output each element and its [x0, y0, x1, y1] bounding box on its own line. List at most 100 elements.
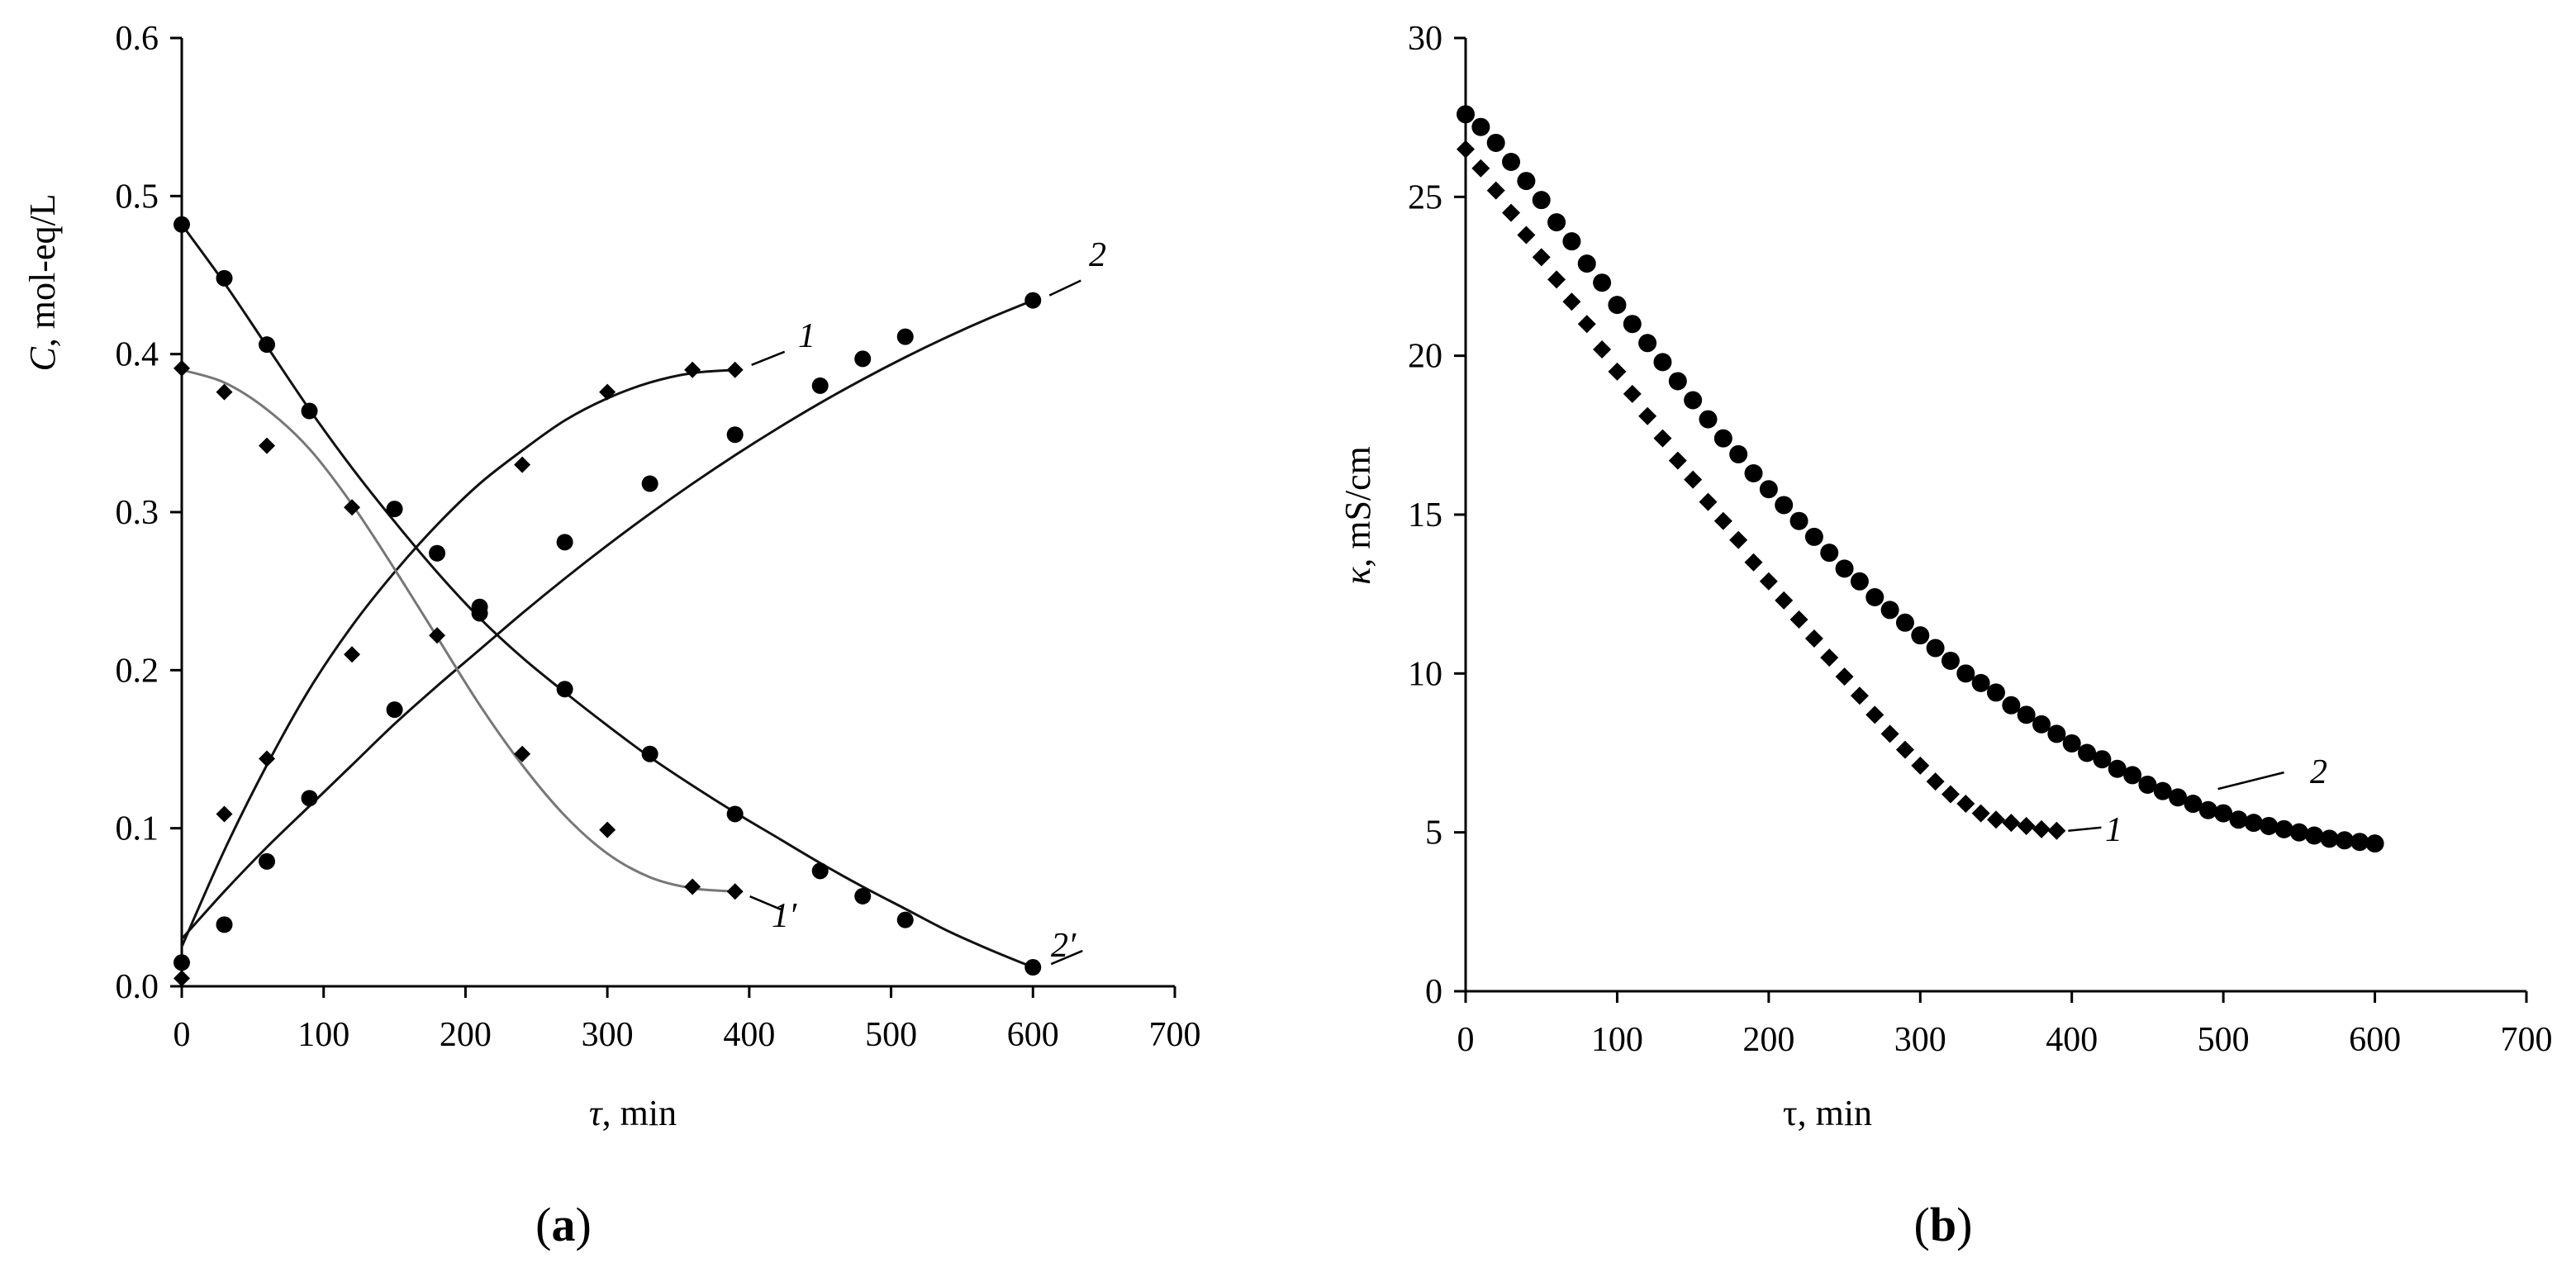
data-point-2: [2274, 819, 2293, 838]
data-point-1: [1653, 429, 1672, 448]
data-point-2p: [259, 336, 276, 354]
fit-curve-1p: [181, 368, 735, 893]
x-tick-label: 100: [297, 1016, 349, 1054]
panel-a-xlabel: τ, min: [589, 1093, 677, 1133]
data-point-1: [344, 646, 361, 663]
y-tick-label: 0.6: [116, 20, 159, 58]
data-point-2: [1820, 544, 1839, 563]
data-point-2: [2260, 816, 2279, 835]
curve-label-leader: [2068, 826, 2102, 832]
data-point-1: [1608, 362, 1627, 381]
data-point-2p: [173, 216, 190, 233]
data-point-1: [2032, 819, 2051, 838]
data-point-2: [2244, 814, 2263, 833]
curve-label-2: 2: [2310, 753, 2327, 791]
data-point-2p: [556, 681, 573, 698]
data-point-1p: [216, 383, 233, 401]
x-tick-label: 600: [1007, 1016, 1059, 1054]
data-point-1: [1457, 140, 1475, 159]
data-point-1: [2017, 816, 2036, 835]
data-point-2: [1775, 496, 1794, 515]
data-point-2: [1880, 601, 1899, 620]
y-tick-label: 0.3: [116, 494, 159, 532]
curve-label-leader: [2217, 771, 2284, 791]
data-point-2: [2289, 823, 2308, 842]
data-point-2: [1668, 372, 1687, 391]
data-point-2: [259, 852, 276, 870]
data-point-1: [1971, 804, 1990, 823]
data-point-2: [2365, 834, 2384, 853]
panel-b-chart: κ, mS/cm τ, min 0 100 200 300 400 500 600 700 0 5…: [1338, 20, 2553, 1133]
curve-label-leader: [749, 895, 782, 911]
data-point-1: [1865, 705, 1884, 724]
data-point-1: [1804, 629, 1823, 648]
curve-label-1: 1: [798, 317, 815, 355]
data-point-2: [173, 954, 190, 971]
data-point-2: [2169, 788, 2188, 807]
data-point-2: [1562, 232, 1581, 251]
data-point-2: [1744, 463, 1763, 482]
y-tick-label: 0.2: [116, 652, 159, 690]
data-point-1: [1638, 406, 1657, 425]
data-point-1: [1486, 181, 1505, 200]
data-point-1: [1471, 159, 1490, 178]
panel-a-chart: C, mol-eq/L τ, min 0 100 200 300 400 500 600 70…: [22, 20, 1201, 1133]
data-point-2: [1638, 334, 1657, 353]
data-point-2: [2198, 800, 2217, 819]
data-point-1: [1502, 203, 1521, 222]
y-tick-label: 20: [1408, 338, 1442, 376]
data-point-2: [1911, 626, 1930, 645]
y-tick-label: 0.0: [116, 968, 159, 1006]
data-point-2: [2032, 715, 2051, 734]
data-point-1: [1623, 384, 1642, 403]
data-point-2: [2229, 810, 2248, 829]
data-point-1: [1562, 292, 1581, 311]
data-point-1: [173, 970, 190, 987]
data-point-2: [726, 426, 744, 444]
data-point-2: [1577, 254, 1596, 273]
data-point-1: [1789, 610, 1808, 629]
x-tick-label: 400: [2046, 1021, 2098, 1059]
curve-label-leader: [1050, 949, 1083, 966]
y-tick-label: 30: [1408, 20, 1442, 58]
data-point-1: [1759, 572, 1778, 591]
data-point-1: [1532, 248, 1551, 267]
panel-a-data-points: [173, 216, 1042, 987]
x-tick-label: 100: [1591, 1021, 1643, 1059]
panel-a-ylabel: C, mol-eq/L: [22, 193, 63, 371]
data-point-1: [1835, 667, 1854, 686]
data-point-1: [2047, 821, 2066, 840]
y-tick-label: 25: [1408, 178, 1442, 216]
data-point-2: [1987, 683, 2005, 702]
data-point-1: [684, 361, 701, 378]
panel-b-curve-labels: 12: [2068, 753, 2327, 849]
data-point-1: [1941, 785, 1960, 804]
panel-b-caption: (b): [1914, 1198, 1973, 1251]
data-point-2p: [429, 544, 446, 562]
x-tick-label: 700: [2501, 1021, 2553, 1059]
data-point-2: [896, 328, 914, 345]
data-point-2: [1471, 117, 1490, 136]
data-point-2: [1865, 588, 1884, 607]
data-point-1p: [429, 627, 446, 644]
data-point-2: [1684, 391, 1703, 410]
data-point-2p: [216, 269, 233, 287]
data-point-2p: [1024, 959, 1042, 976]
data-point-1: [514, 456, 531, 473]
data-point-1: [1926, 772, 1945, 791]
data-point-2: [386, 701, 403, 719]
y-tick-label: 0.5: [116, 178, 159, 216]
data-point-2: [216, 916, 233, 933]
panel-b-xlabel: τ, min: [1783, 1093, 1872, 1133]
fit-curve-1: [180, 368, 735, 947]
data-point-2: [2108, 759, 2127, 778]
curve-label-1p: 1′: [772, 897, 797, 935]
data-point-1: [216, 805, 233, 823]
data-point-2: [1926, 639, 1945, 658]
x-tick-label: 600: [2349, 1021, 2401, 1059]
panel-a-caption: (a): [535, 1198, 592, 1251]
data-point-1p: [514, 745, 531, 762]
x-tick-label: 200: [440, 1016, 492, 1054]
data-point-1: [726, 361, 744, 378]
